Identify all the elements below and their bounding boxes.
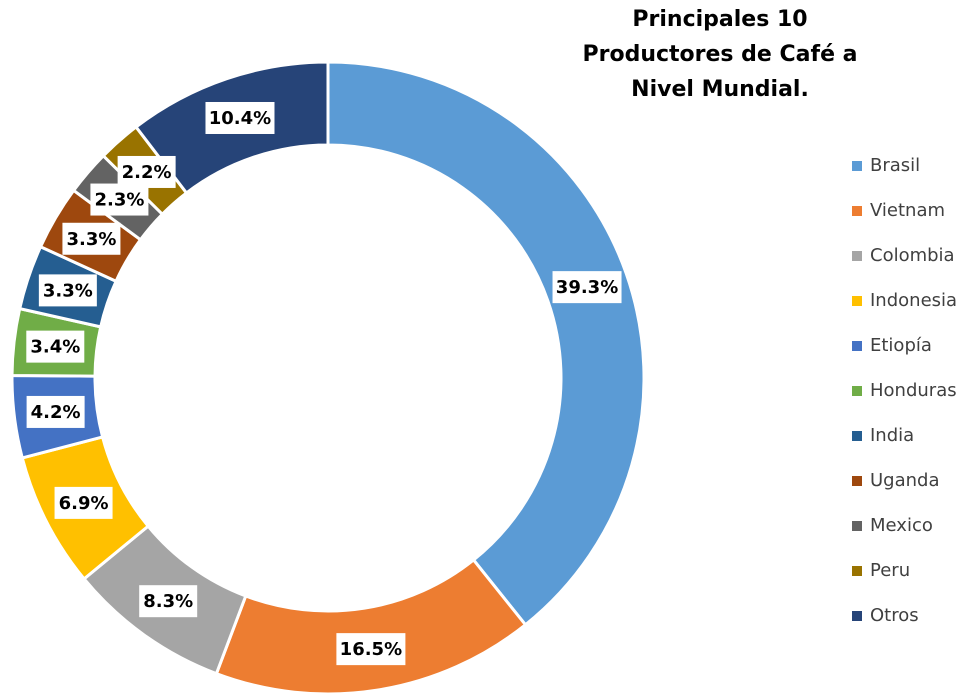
legend-swatch bbox=[852, 475, 862, 486]
data-label-text: 3.4% bbox=[30, 337, 80, 358]
legend-swatch bbox=[852, 565, 862, 576]
legend-swatch bbox=[852, 295, 862, 306]
data-label-etiopía: 4.2% bbox=[26, 395, 85, 428]
data-label-box bbox=[26, 330, 85, 363]
data-label-vietnam: 16.5% bbox=[336, 633, 406, 666]
data-label-box bbox=[62, 222, 121, 255]
legend-item-etiopía: Etiopía bbox=[852, 323, 957, 368]
donut-slices bbox=[10, 60, 646, 693]
data-label-peru: 2.2% bbox=[117, 155, 176, 188]
data-label-india: 3.3% bbox=[38, 274, 97, 307]
data-label-box bbox=[552, 271, 622, 304]
data-label-honduras: 3.4% bbox=[26, 330, 85, 363]
legend-item-honduras: Honduras bbox=[852, 368, 957, 413]
data-label-box bbox=[26, 395, 85, 428]
legend-swatch bbox=[852, 340, 862, 351]
data-label-otros: 10.4% bbox=[205, 101, 275, 134]
legend-label: India bbox=[870, 425, 915, 446]
legend-label: Otros bbox=[870, 605, 919, 626]
data-label-text: 16.5% bbox=[340, 639, 402, 660]
data-labels: 39.3% 16.5% 8.3% 6.9% 4.2% 3.4% 3.3% 3.3% 2.3% 2.… bbox=[26, 101, 622, 666]
data-label-box bbox=[38, 274, 97, 307]
chart-title-line: Productores de Café a bbox=[582, 42, 858, 67]
legend-swatch bbox=[852, 250, 862, 261]
data-label-text: 6.9% bbox=[59, 493, 109, 514]
legend-label: Honduras bbox=[870, 380, 957, 401]
legend-swatch bbox=[852, 385, 862, 396]
legend-swatch bbox=[852, 160, 862, 171]
data-label-text: 4.2% bbox=[31, 402, 81, 423]
legend-swatch bbox=[852, 520, 862, 531]
data-label-text: 3.3% bbox=[66, 229, 116, 250]
data-label-text: 3.3% bbox=[43, 280, 93, 301]
data-label-box bbox=[205, 101, 275, 134]
data-label-brasil: 39.3% bbox=[552, 271, 622, 304]
legend-item-mexico: Mexico bbox=[852, 503, 957, 548]
legend-item-otros: Otros bbox=[852, 593, 957, 638]
data-label-box bbox=[54, 486, 113, 519]
data-label-colombia: 8.3% bbox=[139, 585, 198, 618]
legend-label: Peru bbox=[870, 560, 911, 581]
legend-item-peru: Peru bbox=[852, 548, 957, 593]
chart-legend: Brasil Vietnam Colombia Indonesia Etiopía Hon… bbox=[852, 143, 957, 638]
chart-title: Principales 10 Productores de Café a Niv… bbox=[560, 2, 880, 107]
legend-item-uganda: Uganda bbox=[852, 458, 957, 503]
data-label-text: 2.2% bbox=[122, 162, 172, 183]
legend-swatch bbox=[852, 430, 862, 441]
legend-item-india: India bbox=[852, 413, 957, 458]
data-label-mexico: 2.3% bbox=[90, 183, 149, 216]
chart-title-line: Principales 10 bbox=[632, 7, 808, 32]
legend-label: Mexico bbox=[870, 515, 933, 536]
data-label-indonesia: 6.9% bbox=[54, 486, 113, 519]
data-label-box bbox=[139, 585, 198, 618]
legend-item-vietnam: Vietnam bbox=[852, 188, 957, 233]
legend-label: Indonesia bbox=[870, 290, 958, 311]
legend-swatch bbox=[852, 610, 862, 621]
data-label-uganda: 3.3% bbox=[62, 222, 121, 255]
data-label-text: 39.3% bbox=[556, 277, 618, 298]
legend-label: Vietnam bbox=[870, 200, 946, 221]
data-label-box bbox=[336, 633, 406, 666]
legend-label: Colombia bbox=[870, 245, 955, 266]
data-label-box bbox=[90, 183, 149, 216]
slice-brasil bbox=[326, 60, 646, 627]
legend-item-colombia: Colombia bbox=[852, 233, 957, 278]
legend-item-indonesia: Indonesia bbox=[852, 278, 957, 323]
data-label-box bbox=[117, 155, 176, 188]
chart-title-line: Nivel Mundial. bbox=[631, 77, 809, 102]
legend-label: Uganda bbox=[870, 470, 940, 491]
legend-label: Brasil bbox=[870, 155, 921, 176]
data-label-text: 10.4% bbox=[209, 108, 271, 129]
data-label-text: 8.3% bbox=[143, 591, 193, 612]
slice-vietnam bbox=[214, 557, 528, 693]
legend-swatch bbox=[852, 205, 862, 216]
data-label-text: 2.3% bbox=[94, 190, 144, 211]
legend-label: Etiopía bbox=[870, 335, 932, 356]
legend-item-brasil: Brasil bbox=[852, 143, 957, 188]
